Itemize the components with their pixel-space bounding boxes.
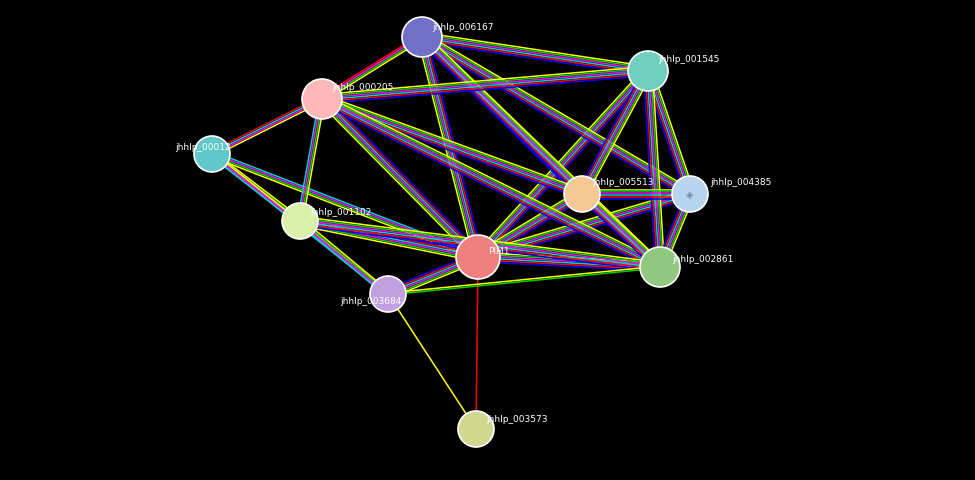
Circle shape bbox=[402, 18, 442, 58]
Circle shape bbox=[458, 411, 494, 447]
Text: jhhlp_001102: jhhlp_001102 bbox=[310, 208, 371, 217]
Circle shape bbox=[564, 177, 600, 213]
Text: jhhlp_004385: jhhlp_004385 bbox=[710, 178, 771, 187]
Circle shape bbox=[628, 52, 668, 92]
Text: jhhlp_003573: jhhlp_003573 bbox=[486, 415, 548, 424]
Text: jhhlp_002861: jhhlp_002861 bbox=[672, 255, 733, 264]
Text: ◈: ◈ bbox=[686, 190, 694, 200]
Circle shape bbox=[370, 276, 406, 312]
Text: PIM1: PIM1 bbox=[488, 247, 510, 256]
Text: jhhlp_000205: jhhlp_000205 bbox=[332, 84, 393, 92]
Circle shape bbox=[456, 236, 500, 279]
Circle shape bbox=[302, 80, 342, 120]
Circle shape bbox=[194, 137, 230, 173]
Text: jhhlp_006167: jhhlp_006167 bbox=[432, 24, 493, 33]
Circle shape bbox=[282, 204, 318, 240]
Text: jhhlp_00012: jhhlp_00012 bbox=[175, 143, 231, 152]
Text: jhhlp_001545: jhhlp_001545 bbox=[658, 55, 720, 64]
Text: jhhlp_005513: jhhlp_005513 bbox=[592, 178, 653, 187]
Text: jhhlp_003684: jhhlp_003684 bbox=[340, 297, 402, 306]
Circle shape bbox=[672, 177, 708, 213]
Circle shape bbox=[640, 248, 680, 288]
